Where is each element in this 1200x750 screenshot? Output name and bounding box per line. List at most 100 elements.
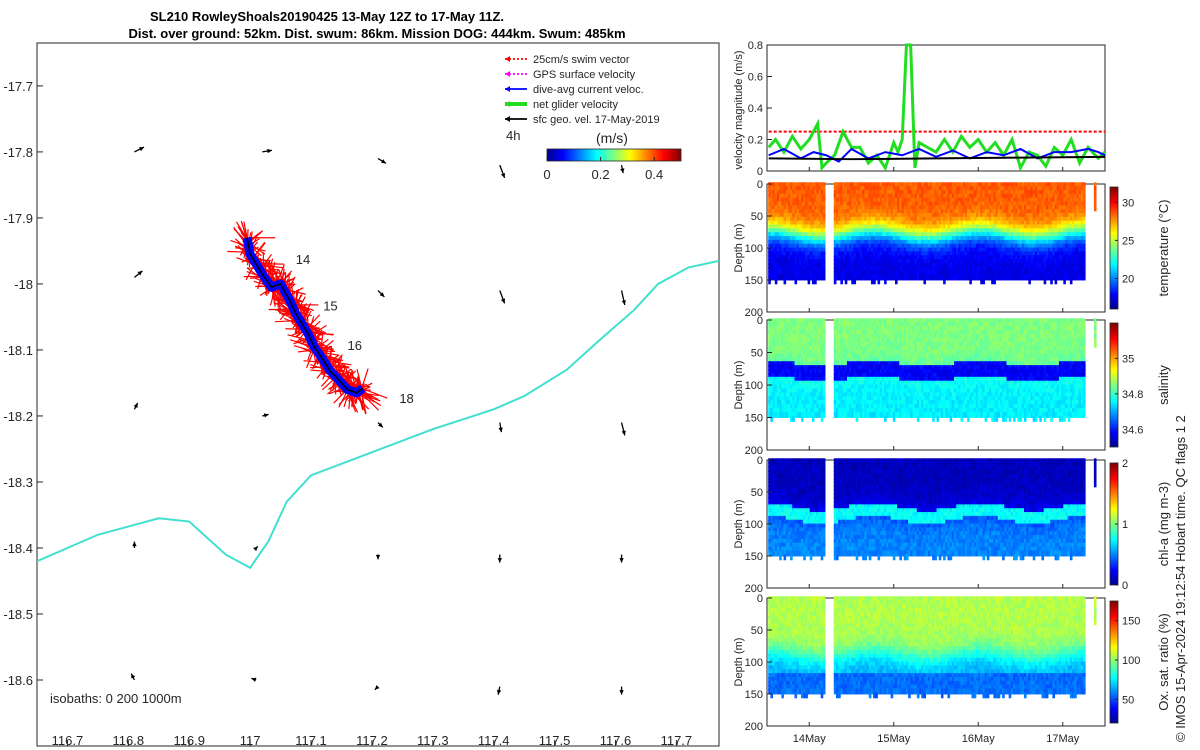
temperature-cell [787, 270, 791, 277]
temperature-cell [801, 189, 804, 196]
temperature-cell [803, 201, 806, 208]
temperature-cell [820, 243, 824, 250]
temperature-cell [774, 228, 778, 235]
temperature-cell [785, 232, 789, 239]
temperature-cell [774, 220, 778, 227]
temperature-cell [805, 186, 808, 193]
day-label: 16 [348, 338, 362, 353]
temperature-cell [792, 213, 795, 219]
temperature-cell [790, 193, 793, 200]
temperature-cell [801, 220, 804, 227]
temperature-cell [787, 266, 791, 273]
temperature-cell [796, 232, 800, 239]
temperature-cell [814, 205, 817, 212]
temperature-cell [794, 189, 798, 196]
temperature-cell [809, 259, 813, 266]
temperature-cell [792, 232, 795, 239]
temperature-cell [783, 193, 787, 200]
temperature-cell [770, 255, 774, 262]
temperature-cell [822, 205, 826, 212]
temperature-cell [822, 266, 826, 273]
temperature-cell [798, 209, 802, 216]
temperature-cell [781, 239, 784, 246]
temperature-cell [807, 274, 811, 281]
temperature-cell [768, 186, 771, 193]
temperature-cell [816, 247, 819, 254]
temperature-cell [785, 209, 789, 216]
temperature-cell [781, 224, 784, 231]
temperature-cell [779, 251, 782, 258]
temperature-cell [779, 228, 782, 235]
temperature-cell [783, 251, 787, 258]
temperature-cell [768, 239, 771, 246]
temperature-cell [792, 189, 795, 196]
map-x-tick-label: 116.8 [113, 733, 145, 748]
temperature-cell [790, 205, 793, 212]
temperature-cell [833, 197, 837, 204]
temperature-cell [822, 262, 826, 269]
temperature-cell [770, 201, 774, 208]
temperature-cell [785, 182, 789, 189]
temperature-cell [776, 182, 780, 189]
temperature-cell [798, 243, 802, 250]
temperature-cell [776, 247, 780, 254]
temperature-cell [807, 209, 811, 216]
temperature-cell [796, 262, 800, 269]
temperature-cell [781, 243, 784, 250]
temperature-cell [798, 189, 802, 196]
temperature-cell [790, 259, 793, 266]
velocity-ylabel: velocity magnitude (m/s) [733, 50, 745, 169]
temperature-cell [787, 243, 791, 250]
temperature-cell [822, 201, 826, 208]
temperature-cell [820, 201, 824, 208]
legend-swatch-head [505, 56, 510, 62]
temperature-cell [796, 205, 800, 212]
temperature-cell [783, 270, 787, 277]
temperature-cell [792, 186, 795, 193]
temperature-cell [776, 213, 780, 219]
temperature-cell [809, 224, 813, 231]
temperature-cell [796, 189, 800, 196]
temperature-cell [774, 205, 778, 212]
temperature-cell [835, 247, 839, 254]
temperature-cell [818, 274, 822, 281]
temperature-cell [805, 239, 808, 246]
temperature-cell [790, 266, 793, 273]
temperature-cell [807, 216, 811, 223]
temperature-cell [796, 251, 800, 258]
temperature-cell [801, 228, 804, 235]
temperature-cell [779, 201, 782, 208]
temperature-cell [801, 247, 804, 254]
temperature-cell [790, 213, 793, 219]
temperature-cell [787, 255, 791, 262]
temperature-cell [803, 220, 806, 227]
temperature-cell [816, 274, 819, 281]
current-vector-head [253, 546, 258, 552]
temperature-cell [768, 216, 771, 223]
temperature-cell [770, 274, 774, 281]
temperature-cell [822, 243, 826, 250]
temperature-cell [792, 255, 795, 262]
temperature-cell [803, 197, 806, 204]
legend-label: net glider velocity [533, 99, 618, 111]
legend-swatch-head [505, 116, 510, 122]
temperature-cell [796, 270, 800, 277]
temperature-cell [814, 262, 817, 269]
temperature-cell [776, 209, 780, 216]
current-vector-head [139, 147, 145, 152]
temperature-cell [794, 182, 798, 189]
legend-swatch-head [505, 101, 510, 107]
temperature-cell [792, 259, 795, 266]
temperature-cell [790, 247, 793, 254]
temperature-cell [822, 259, 826, 266]
temperature-cell [820, 189, 824, 196]
current-vector-head [263, 413, 269, 418]
temperature-cell [798, 270, 802, 277]
temperature-cell [818, 201, 822, 208]
temperature-cell [816, 205, 819, 212]
temperature-cell [790, 216, 793, 223]
temperature-cell [814, 189, 817, 196]
map-y-tick-label: -18.6 [3, 673, 33, 688]
temperature-cell [833, 251, 837, 258]
temperature-cell [798, 239, 802, 246]
